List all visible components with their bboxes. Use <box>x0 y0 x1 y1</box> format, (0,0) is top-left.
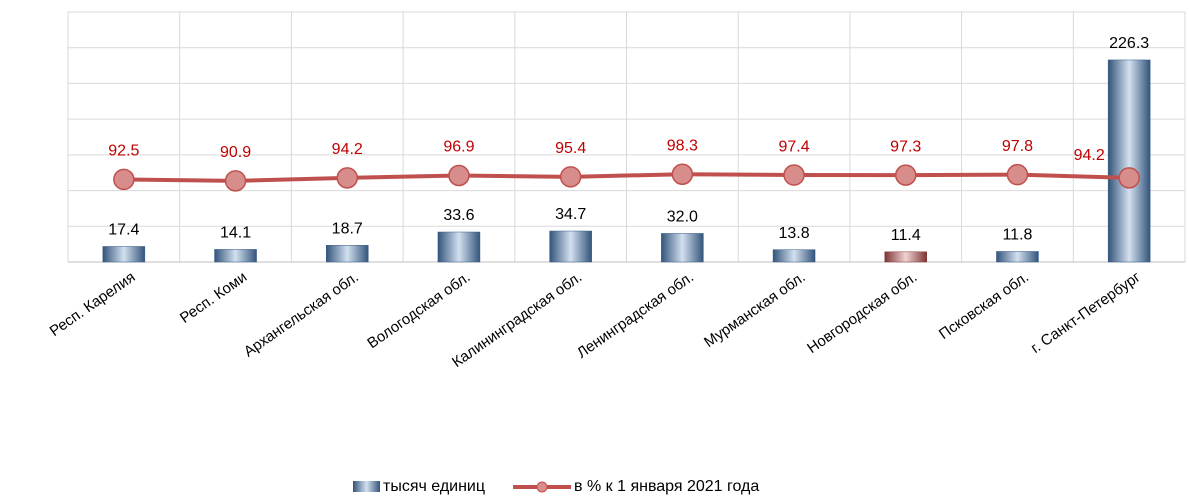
bar-value-label: 18.7 <box>332 221 363 238</box>
line-value-label: 94.2 <box>332 141 363 158</box>
bar <box>1107 59 1151 263</box>
line-marker <box>448 164 470 187</box>
line-marker <box>1006 163 1029 186</box>
x-tick-label: Новгородская обл. <box>804 269 920 357</box>
line-marker <box>671 163 694 185</box>
legend-swatch-marker <box>536 481 548 493</box>
bar <box>437 231 481 263</box>
line-marker <box>559 166 582 188</box>
x-tick-label: Респ. Карелия <box>47 269 139 340</box>
bar <box>102 246 146 263</box>
bar <box>772 249 816 263</box>
bar-value-label: 13.8 <box>778 225 809 242</box>
line-value-label: 95.4 <box>555 140 586 157</box>
legend-swatch <box>353 481 380 492</box>
bar <box>884 251 927 263</box>
bar <box>326 245 369 263</box>
x-tick-label: Архангельская обл. <box>241 269 362 361</box>
bar-value-label: 33.6 <box>443 207 474 224</box>
bar <box>549 230 592 263</box>
x-tick-label: Респ. Коми <box>177 269 250 327</box>
bar-value-label: 11.8 <box>1002 227 1032 244</box>
line <box>123 172 1130 183</box>
line-value-label: 97.3 <box>890 138 921 155</box>
bar <box>661 233 704 263</box>
line-value-label: 97.8 <box>1002 138 1033 155</box>
line-marker <box>224 170 247 192</box>
line-value-label: 97.4 <box>778 138 809 155</box>
x-tick-label: Мурманская обл. <box>701 269 809 351</box>
line-value-label: 90.9 <box>220 144 251 161</box>
line-marker <box>113 168 135 191</box>
bar-value-label: 226.3 <box>1109 35 1149 52</box>
line-marker <box>1118 167 1140 189</box>
x-tick-label: г. Санкт-Петербург <box>1028 268 1144 357</box>
line-value-label: 96.9 <box>443 139 474 156</box>
line-value-label: 98.3 <box>667 137 698 154</box>
line-marker <box>336 167 358 189</box>
legend-label: в % к 1 января 2021 года <box>574 478 759 495</box>
bar-value-label: 34.7 <box>555 206 586 223</box>
x-tick-label: Вологодская обл. <box>364 269 473 353</box>
bar-value-label: 14.1 <box>220 225 251 242</box>
line-value-label: 92.5 <box>108 143 139 160</box>
x-tick-label: Псковская обл. <box>936 269 1032 343</box>
line-marker <box>895 164 917 186</box>
line-value-label: 94.2 <box>1074 147 1105 164</box>
line-marker <box>783 164 805 186</box>
bar <box>996 251 1039 263</box>
bar-value-label: 17.4 <box>108 222 139 239</box>
bar-value-label: 32.0 <box>667 209 698 226</box>
bar <box>214 249 257 263</box>
bar-value-label: 11.4 <box>891 227 921 244</box>
x-tick-label: Ленинградская обл. <box>574 269 697 362</box>
legend-label: тысяч единиц <box>383 478 485 495</box>
